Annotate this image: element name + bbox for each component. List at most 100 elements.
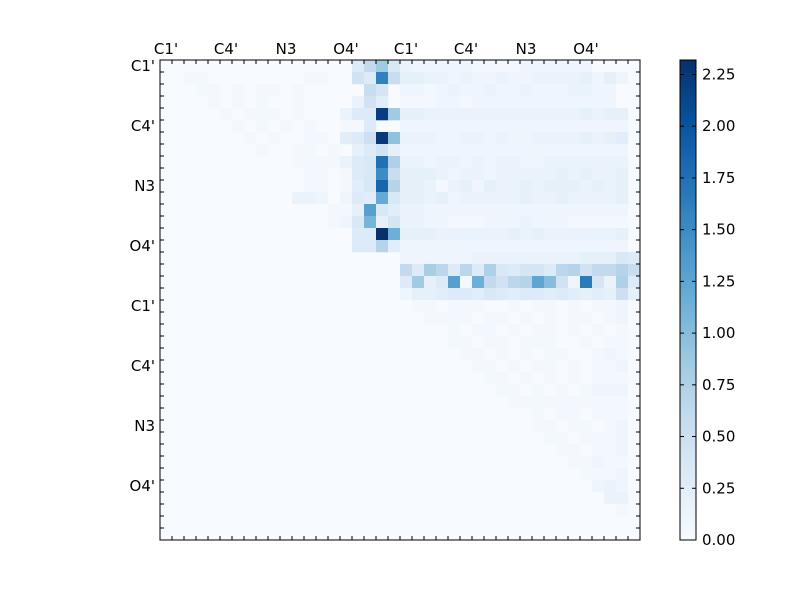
heatmap-cell [568, 180, 581, 193]
heatmap-cell [304, 72, 317, 85]
heatmap-cell [352, 156, 365, 169]
heatmap-cell [544, 348, 557, 361]
heatmap-cell [352, 60, 365, 73]
heatmap-cell [580, 228, 593, 241]
heatmap-cell [496, 84, 509, 97]
heatmap-cell [544, 264, 557, 277]
heatmap-cell [568, 240, 581, 253]
heatmap-cell [580, 168, 593, 181]
heatmap-cell [556, 84, 569, 97]
heatmap-cell [424, 120, 437, 133]
heatmap-cell [520, 372, 533, 385]
heatmap-cell [496, 384, 509, 397]
heatmap-cell [448, 144, 461, 157]
heatmap-cell [388, 60, 401, 73]
heatmap-cell [556, 240, 569, 253]
heatmap-cell [400, 84, 413, 97]
heatmap-cell [472, 84, 485, 97]
heatmap-cell [568, 216, 581, 229]
heatmap-cell [520, 108, 533, 121]
heatmap-cell [604, 216, 617, 229]
heatmap-cell [400, 156, 413, 169]
heatmap-cell [532, 228, 545, 241]
heatmap-cell [592, 108, 605, 121]
heatmap-cell [424, 228, 437, 241]
y-tick-labels: C1' C4' N3 O4' C1' C4' N3 O4' [130, 57, 155, 495]
heatmap-cell [472, 60, 485, 73]
heatmap-cell [568, 312, 581, 325]
heatmap-cell [424, 300, 437, 313]
heatmap-cell [628, 276, 641, 289]
heatmap-cell [436, 240, 449, 253]
heatmap-cell [616, 312, 629, 325]
heatmap-cell [388, 216, 401, 229]
heatmap-cell [424, 204, 437, 217]
heatmap-cell [448, 288, 461, 301]
heatmap-cell [184, 72, 197, 85]
heatmap-cell [328, 204, 341, 217]
heatmap-cell [616, 156, 629, 169]
heatmap-cell [412, 180, 425, 193]
heatmap-cell [388, 168, 401, 181]
heatmap-cell [400, 132, 413, 145]
heatmap-cell [460, 144, 473, 157]
heatmap-cell [496, 288, 509, 301]
heatmap-cell [460, 132, 473, 145]
heatmap-cell [364, 132, 377, 145]
heatmap-cell [364, 216, 377, 229]
heatmap-cell [604, 204, 617, 217]
y-tick-label: C1' [131, 297, 155, 315]
heatmap-cell [340, 132, 353, 145]
heatmap-cell [472, 300, 485, 313]
heatmap-cell [484, 360, 497, 373]
heatmap-cell [472, 180, 485, 193]
heatmap-cell [604, 444, 617, 457]
heatmap-cell [316, 156, 329, 169]
heatmap-cell [400, 240, 413, 253]
heatmap-cell [256, 108, 269, 121]
heatmap-cell [604, 132, 617, 145]
heatmap-cell [412, 144, 425, 157]
heatmap-cell [544, 168, 557, 181]
heatmap-cell [436, 216, 449, 229]
heatmap-cell [304, 144, 317, 157]
heatmap-cell [448, 156, 461, 169]
heatmap-cell [604, 72, 617, 85]
heatmap-cell [436, 120, 449, 133]
heatmap-cell [532, 120, 545, 133]
heatmap-cell [532, 156, 545, 169]
heatmap-cell [580, 108, 593, 121]
heatmap-cell [424, 60, 437, 73]
heatmap-cell [604, 468, 617, 481]
heatmap-cell [616, 372, 629, 385]
heatmap-cell [592, 132, 605, 145]
heatmap-cell [532, 132, 545, 145]
heatmap-cell [616, 180, 629, 193]
heatmap-cell [388, 240, 401, 253]
heatmap-cell [604, 432, 617, 445]
heatmap-cell [592, 480, 605, 493]
heatmap-cell [508, 240, 521, 253]
heatmap-cell [460, 264, 473, 277]
heatmap-cell [508, 144, 521, 157]
heatmap-cell [328, 144, 341, 157]
heatmap-cell [484, 204, 497, 217]
heatmap-cell [496, 72, 509, 85]
heatmap-cell [544, 288, 557, 301]
heatmap-cell [616, 168, 629, 181]
heatmap-cell [364, 120, 377, 133]
heatmap-cell [496, 96, 509, 109]
heatmap-cell [496, 204, 509, 217]
heatmap-cell [520, 144, 533, 157]
heatmap-cell [556, 96, 569, 109]
heatmap-cell [568, 420, 581, 433]
heatmap-cell [436, 312, 449, 325]
heatmap-cell [352, 108, 365, 121]
heatmap-cell [508, 228, 521, 241]
heatmap-cell [376, 108, 389, 121]
heatmap-cell [580, 252, 593, 265]
heatmap-cell [616, 240, 629, 253]
heatmap-cell [604, 228, 617, 241]
heatmap-cell [556, 132, 569, 145]
heatmap-cell [532, 60, 545, 73]
